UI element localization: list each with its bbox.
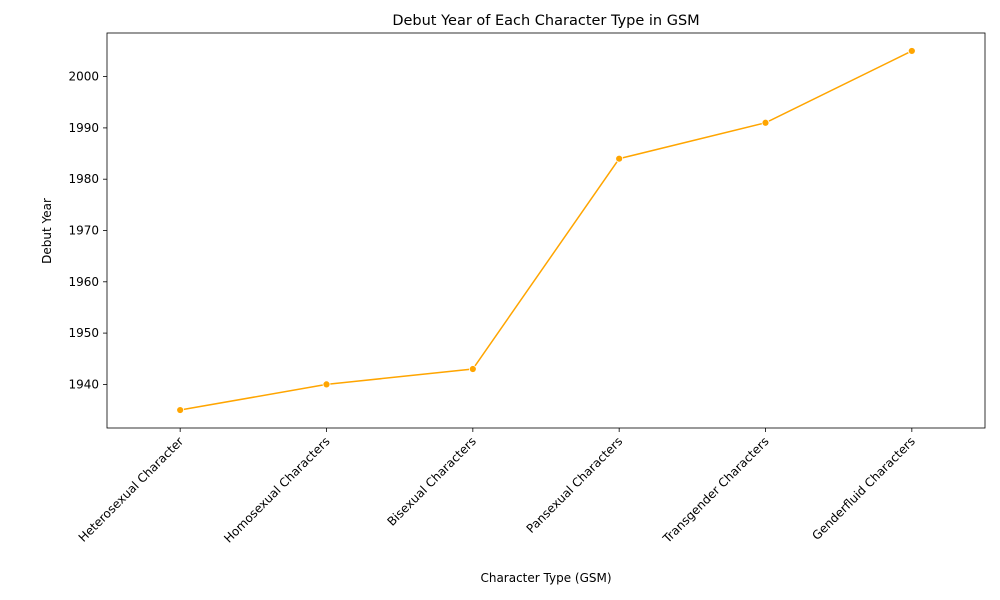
data-point [176,406,185,414]
data-point [907,47,916,55]
y-tick-label: 1940 [68,377,99,391]
y-axis-label: Debut Year [40,198,54,264]
y-tick-label: 1980 [68,172,99,186]
data-point [322,380,331,389]
x-axis-label: Character Type (GSM) [480,571,611,585]
y-tick-label: 2000 [68,70,99,84]
data-point [468,365,477,373]
y-tick-label: 1950 [68,326,99,340]
y-tick-label: 1970 [68,224,99,238]
y-tick-label: 1990 [68,121,99,135]
y-axis: 1940 1950 1960 1970 1980 1990 2000 [68,70,107,391]
data-point [761,118,770,127]
y-tick-label: 1960 [68,275,99,289]
chart-title: Debut Year of Each Character Type in GSM [392,13,699,29]
data-point [615,154,624,163]
series-markers [176,47,916,414]
series-line [180,50,913,411]
